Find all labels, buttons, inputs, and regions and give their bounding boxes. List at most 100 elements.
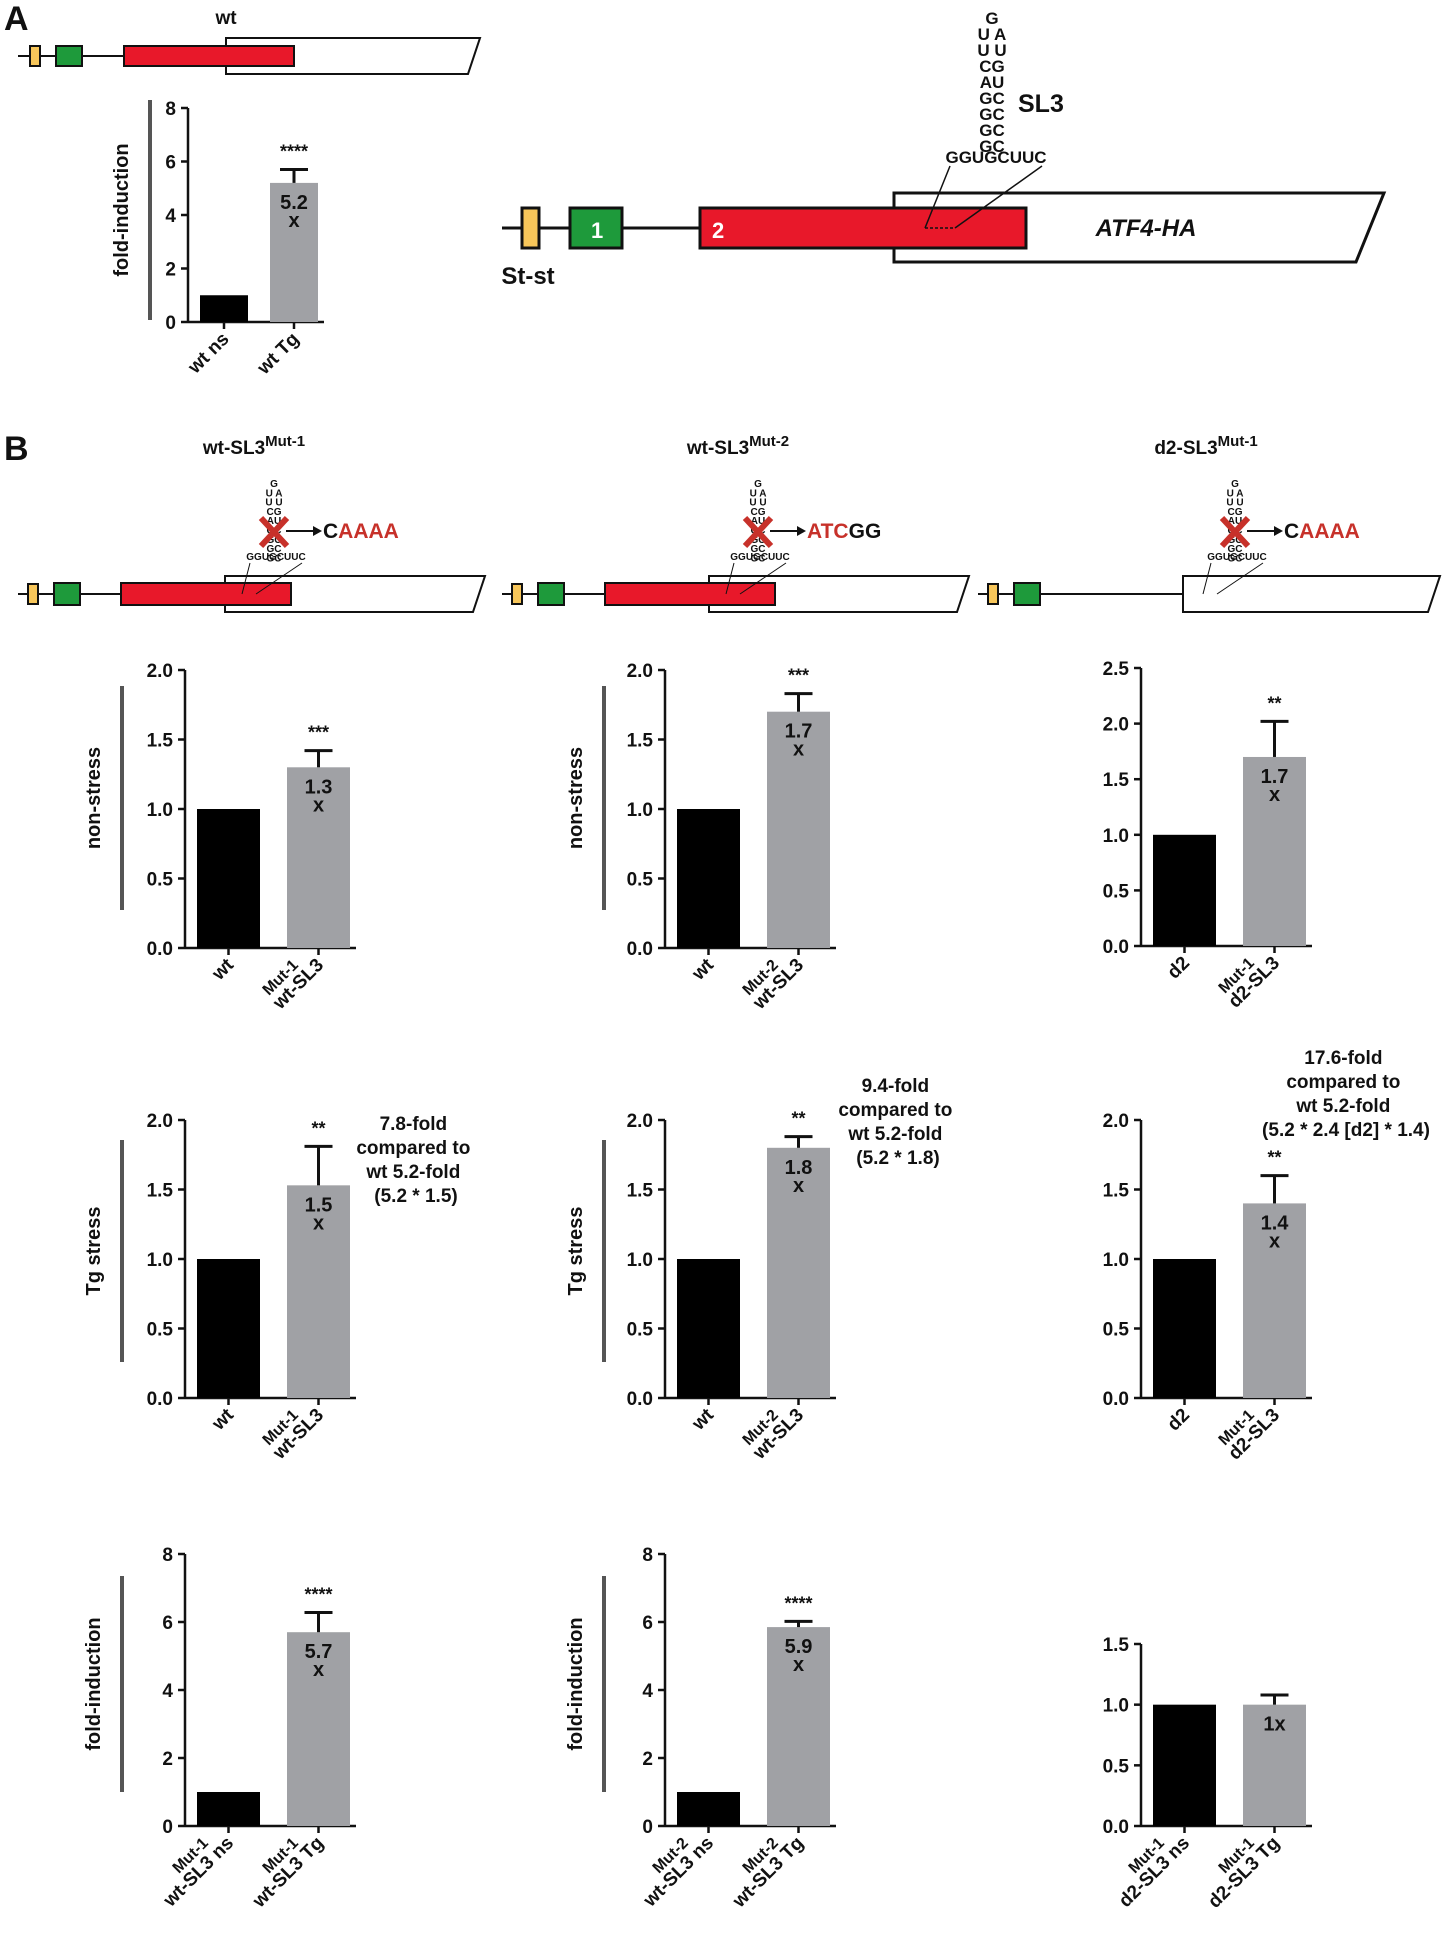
small-stem-row: GC <box>1228 544 1243 555</box>
y-tick-label: 0.5 <box>147 870 174 891</box>
bar-value-x: x <box>288 210 299 232</box>
y-tick-label: 0.0 <box>627 1389 653 1410</box>
y-tick-label: 2 <box>642 1749 653 1770</box>
y-tick-label: 8 <box>642 1545 653 1566</box>
x-category-label: wt ns <box>184 329 234 379</box>
bar <box>287 1185 350 1398</box>
x-category-label: Mut-2wt-SL3 Tg <box>718 1822 808 1912</box>
y-tick-label: 0.0 <box>627 939 653 960</box>
small-stem-row: G <box>754 479 762 490</box>
ststem-box <box>29 45 41 67</box>
stem-base: GGUGCUUC <box>945 148 1046 167</box>
y-tick-label: 1.5 <box>627 1181 654 1202</box>
x-category-label: wt <box>688 954 719 985</box>
y-axis-label: fold-induction <box>111 143 133 276</box>
y-tick-label: 4 <box>642 1681 653 1702</box>
bar-value-label: 1.3 <box>305 776 333 798</box>
y-tick-label: 2.0 <box>1103 1111 1129 1132</box>
bar-value-label: 1.4 <box>1261 1212 1290 1234</box>
diagram-b3-title: d2-SL3Mut-1 <box>1154 433 1257 459</box>
bar-value-label: 1.8 <box>785 1157 813 1179</box>
arrow-head-icon <box>1274 526 1283 536</box>
bar <box>270 182 318 322</box>
y-tick-label: 2.5 <box>1103 659 1130 680</box>
small-stem-base: GGUGCUUC <box>1207 552 1266 563</box>
small-stem-row: GC <box>1228 535 1243 546</box>
bar-value-x: x <box>313 1659 324 1681</box>
small-stem-row: U A <box>266 488 283 499</box>
small-stem-row: GC <box>751 544 766 555</box>
small-stem-row: GC <box>751 553 766 564</box>
chart-B2-nonstress: 0.00.51.01.52.0non-stresswt***1.7xMut-2w… <box>565 661 836 1014</box>
small-stem-row: CG <box>751 507 766 518</box>
y-tick-label: 1.5 <box>1103 770 1130 791</box>
x-category-label: d2 <box>1163 953 1194 984</box>
y-tick-label: 2 <box>162 1749 173 1770</box>
y-axis-label: Tg stress <box>565 1207 587 1296</box>
y-tick-label: 6 <box>642 1613 653 1634</box>
mutation-label-b2: ATCGG <box>807 520 881 543</box>
bar-value-label: 1x <box>1263 1714 1285 1736</box>
y-tick-label: 2.0 <box>1103 715 1129 736</box>
y-tick-label: 8 <box>165 99 176 120</box>
x-category-label: Mut-1wt-SL3 Tg <box>238 1822 328 1912</box>
mutation-x-icon <box>742 515 774 549</box>
y-tick-label: 0.0 <box>147 1389 173 1410</box>
significance-stars: ** <box>1267 1148 1281 1168</box>
y-tick-label: 1.0 <box>1103 1696 1129 1717</box>
small-stem-row: U U <box>749 498 766 509</box>
bar <box>767 1627 830 1826</box>
mutation-label-b3: CAAAA <box>1284 520 1360 543</box>
bar <box>197 1792 260 1826</box>
stem-row: U A <box>978 25 1007 44</box>
y-tick-label: 2 <box>165 260 176 281</box>
bar <box>677 809 740 948</box>
exon2-box <box>604 582 776 606</box>
bar-value-label: 1.7 <box>785 721 813 743</box>
small-stem-row: AU <box>1228 516 1242 527</box>
bar-value-label: 1.7 <box>1261 766 1289 788</box>
bar-value-x: x <box>793 1175 804 1197</box>
small-stem-row: GC <box>1228 553 1243 564</box>
bar <box>1243 1704 1306 1826</box>
connector-line <box>1216 562 1264 595</box>
exon1-box <box>55 45 83 67</box>
bar-value-x: x <box>793 739 804 761</box>
y-tick-label: 0.5 <box>1103 1756 1130 1777</box>
y-tick-label: 0.5 <box>1103 1320 1130 1341</box>
small-stem-row: CG <box>267 507 282 518</box>
significance-stars: **** <box>280 142 308 162</box>
annotation-b3-tg: 17.6-fold compared to wt 5.2-fold (5.2 *… <box>1262 1048 1430 1141</box>
small-stem-row: CG <box>1228 507 1243 518</box>
y-tick-label: 0 <box>162 1817 173 1838</box>
y-tick-label: 2.0 <box>147 661 173 682</box>
y-tick-label: 0.0 <box>1103 937 1129 958</box>
small-stem-base: GGUGCUUC <box>730 552 789 563</box>
bar-value-x: x <box>313 794 324 816</box>
ststem-box <box>511 583 523 605</box>
bar-value-x: x <box>313 1212 324 1234</box>
bar-value-x: x <box>793 1654 804 1676</box>
bar <box>767 711 830 948</box>
bar <box>287 767 350 948</box>
x-category-label: Mut-1d2-SL3 Tg <box>1194 1822 1284 1912</box>
exon1-box <box>568 206 624 250</box>
x-category-label: wt <box>208 1404 239 1435</box>
stem-row: GC <box>979 105 1005 124</box>
significance-stars: **** <box>784 1593 812 1613</box>
y-tick-label: 1.5 <box>1103 1635 1130 1656</box>
bar <box>767 1147 830 1398</box>
y-tick-label: 2.0 <box>147 1111 173 1132</box>
stem-row: U U <box>977 41 1006 60</box>
mutation-label-b1: CAAAA <box>323 520 399 543</box>
connector-line <box>1202 562 1212 595</box>
significance-stars: ** <box>1267 693 1281 713</box>
significance-stars: ** <box>311 1118 325 1138</box>
diagram-b1-title: wt-SL3Mut-1 <box>202 433 305 459</box>
bar <box>197 1259 260 1398</box>
ststem-box <box>987 583 999 605</box>
